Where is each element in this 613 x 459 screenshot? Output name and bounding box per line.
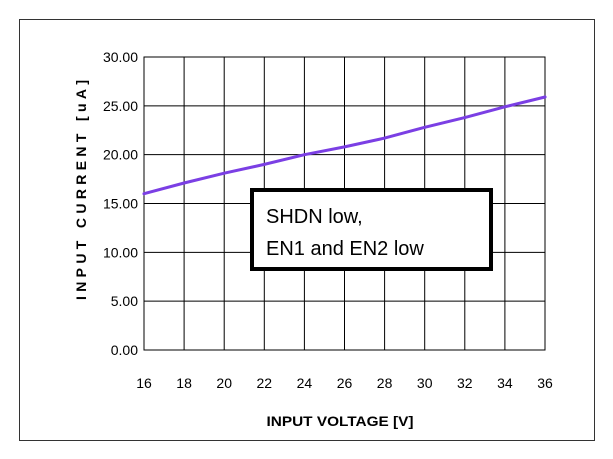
plot-area-border — [143, 56, 546, 351]
x-tick-label: 18 — [176, 375, 192, 391]
x-tick-label: 30 — [417, 375, 433, 391]
x-tick-label: 20 — [216, 375, 232, 391]
annotation-line-2: EN1 and EN2 low — [266, 238, 424, 260]
x-tick-label: 26 — [337, 375, 353, 391]
annotation-box: SHDN low, EN1 and EN2 low — [250, 188, 493, 271]
x-tick-label: 32 — [457, 375, 473, 391]
y-tick-label: 20.00 — [103, 147, 138, 163]
y-tick-label: 0.00 — [111, 342, 138, 358]
x-tick-label: 36 — [537, 375, 553, 391]
data-point — [182, 181, 186, 185]
annotation-line-1: SHDN low, — [266, 206, 363, 228]
data-point — [543, 95, 547, 99]
data-point — [503, 105, 507, 109]
y-tick-label: 30.00 — [103, 49, 138, 65]
x-tick-label: 28 — [377, 375, 393, 391]
y-tick-labels: 0.00 5.00 10.00 15.00 20.00 25.00 30.00 — [103, 49, 138, 358]
data-point — [423, 125, 427, 129]
x-tick-label: 16 — [136, 375, 152, 391]
x-tick-labels: 16 18 20 22 24 26 28 30 32 34 36 — [136, 375, 553, 391]
data-point — [142, 192, 146, 196]
series-points — [142, 95, 547, 196]
x-tick-label: 34 — [497, 375, 513, 391]
data-point — [302, 153, 306, 157]
y-tick-label: 25.00 — [103, 98, 138, 114]
x-tick-label: 24 — [297, 375, 313, 391]
y-tick-label: 5.00 — [111, 293, 138, 309]
y-tick-label: 10.00 — [103, 244, 138, 260]
data-point — [262, 162, 266, 166]
data-point — [343, 145, 346, 149]
x-tick-label: 22 — [257, 375, 273, 391]
y-axis-title: INPUT CURRENT [uA] — [73, 80, 89, 300]
x-axis-title: INPUT VOLTAGE [V] — [267, 413, 414, 429]
data-point — [222, 171, 226, 175]
data-point — [463, 116, 467, 120]
y-tick-label: 15.00 — [103, 196, 138, 212]
data-point — [383, 136, 387, 140]
